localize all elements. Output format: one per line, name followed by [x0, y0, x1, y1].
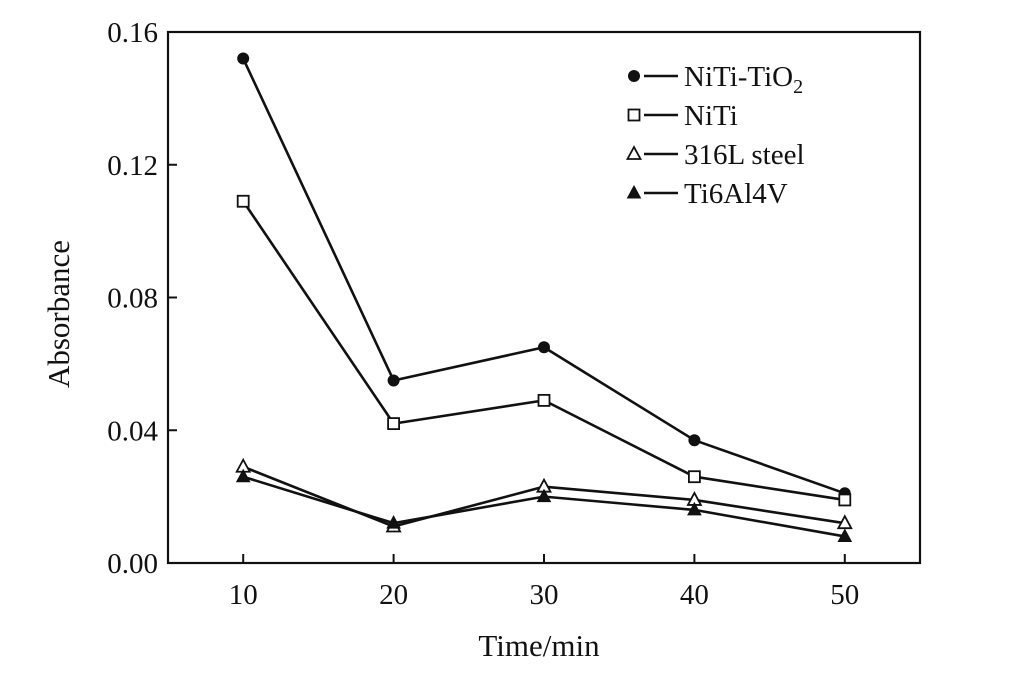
- y-tick-label: 0.12: [107, 150, 158, 182]
- data-point: [537, 393, 551, 407]
- y-tick-label: 0.08: [107, 283, 158, 315]
- legend-label-subscript: 2: [793, 76, 803, 98]
- legend-label: NiTi-TiO2: [684, 61, 803, 98]
- data-series: [235, 52, 853, 542]
- x-axis-label: Time/min: [478, 628, 600, 663]
- legend-label-text: Ti6Al4V: [684, 178, 788, 210]
- data-point: [838, 493, 852, 507]
- legend-entry: NiTi-TiO2: [628, 61, 803, 98]
- legend-entry: Ti6Al4V: [626, 178, 788, 210]
- x-tick-label: 30: [530, 579, 559, 611]
- data-point: [387, 374, 400, 387]
- y-tick-label: 0.16: [107, 17, 158, 49]
- data-point: [836, 514, 853, 530]
- legend-label: 316L steel: [684, 139, 805, 171]
- x-tick-label: 50: [830, 579, 859, 611]
- legend-label: Ti6Al4V: [684, 178, 788, 210]
- legend-label-text: NiTi-TiO: [684, 61, 793, 93]
- series-1: [237, 52, 851, 500]
- x-tick-label: 40: [680, 579, 709, 611]
- data-point: [386, 515, 401, 529]
- data-point: [536, 488, 552, 503]
- data-point: [688, 434, 701, 447]
- data-point: [538, 341, 550, 354]
- y-axis-label: Absorbance: [41, 240, 76, 388]
- series-line: [242, 57, 846, 495]
- y-tick-label: 0.00: [107, 548, 158, 580]
- legend-label-text: 316L steel: [684, 139, 805, 171]
- legend-marker: [625, 145, 643, 160]
- y-axis-ticks: 0.00 0.04 0.08 0.12 0.16: [107, 17, 177, 580]
- y-tick-label: 0.04: [107, 415, 158, 447]
- legend-entry: 316L steel: [625, 139, 805, 171]
- data-point: [236, 194, 250, 208]
- data-point: [237, 52, 250, 65]
- data-point: [687, 501, 702, 516]
- series-4: [235, 468, 853, 542]
- data-point: [387, 417, 401, 431]
- legend-marker: [628, 70, 640, 82]
- x-tick-label: 20: [379, 579, 408, 611]
- data-point: [837, 528, 853, 542]
- legend-marker: [626, 184, 642, 199]
- data-point: [688, 470, 701, 484]
- legend-entry: NiTi: [627, 100, 738, 132]
- x-tick-label: 10: [229, 579, 258, 611]
- legend-label-text: NiTi: [684, 100, 738, 132]
- legend-label: NiTi: [684, 100, 738, 132]
- data-point: [235, 468, 251, 483]
- legend-marker: [627, 108, 641, 122]
- x-axis-ticks: 10 20 30 40 50: [229, 554, 859, 611]
- series-2: [236, 194, 852, 507]
